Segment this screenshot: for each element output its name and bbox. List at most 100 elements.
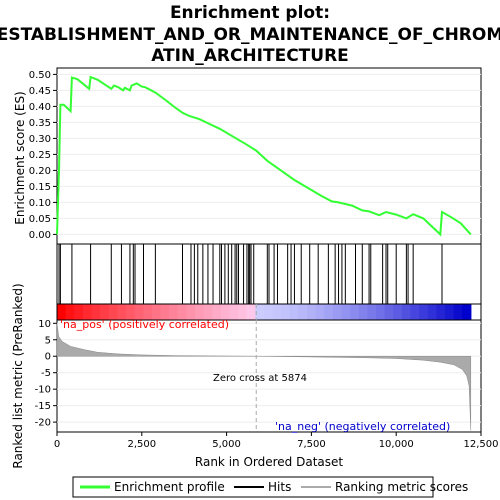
es-gridlines — [57, 73, 481, 235]
pos-corr-label: 'na_pos' (positively correlated) — [60, 318, 229, 331]
x-tick-label: 2,500 — [127, 439, 156, 450]
es-panel-frame — [56, 67, 482, 245]
metric-ytick-label: 10 — [38, 319, 51, 330]
metric-ytick-label: -15 — [35, 401, 51, 412]
color-band-segment — [384, 304, 394, 320]
color-band-segment — [57, 304, 67, 320]
color-band-segment — [220, 304, 231, 320]
metric-panel: 10 5 0 -5 -10 -15 -20 'na_pos' (positively cor… — [11, 283, 482, 469]
color-band-segment — [91, 304, 101, 320]
color-band-segment — [246, 304, 256, 320]
color-band-segment — [169, 304, 179, 320]
color-band-segment — [238, 304, 248, 320]
chart-title-line-3: ATIN_ARCHITECTURE — [151, 46, 349, 66]
color-band-segment — [298, 304, 308, 320]
color-band-segment — [143, 304, 153, 320]
color-band-segment — [229, 304, 239, 320]
color-band-segment — [194, 304, 205, 320]
es-ytick-label: 0.15 — [29, 182, 51, 193]
color-band-segment — [108, 304, 118, 320]
color-band-segment — [375, 304, 386, 320]
metric-ytick-label: -20 — [35, 418, 51, 429]
color-band-segment — [341, 304, 351, 320]
x-tick-label: 5,000 — [212, 439, 241, 450]
color-band-segment — [444, 304, 455, 320]
es-profile-line — [56, 75, 472, 237]
es-ylabel: Enrichment score (ES) — [13, 91, 27, 224]
color-band-segment — [350, 304, 360, 320]
rank-color-band — [56, 303, 482, 321]
es-ytick-label: 0.00 — [29, 230, 51, 241]
color-band-segment — [134, 304, 144, 320]
es-ytick-label: 0.35 — [29, 118, 51, 129]
color-band-segment — [410, 304, 420, 320]
es-y-axis: 0.00 0.05 0.10 0.15 0.20 0.25 0.30 0.35 0.40 0.45… — [29, 70, 57, 241]
legend-es-label: Enrichment profile — [114, 480, 225, 494]
chart-title-line-1: Enrichment plot: — [170, 3, 330, 23]
legend-hits-label: Hits — [268, 480, 291, 494]
zero-cross-label: Zero cross at 5874 — [213, 373, 307, 384]
es-ytick-label: 0.40 — [29, 102, 51, 113]
color-band-segment — [263, 304, 274, 320]
x-axis: 0 2,500 5,000 7,500 10,000 12,500 — [54, 432, 499, 450]
color-band-segment — [332, 304, 343, 320]
color-band-segment — [358, 304, 368, 320]
metric-panel-frame — [56, 319, 482, 433]
color-band-segment — [74, 304, 84, 320]
es-ytick-label: 0.10 — [29, 198, 51, 209]
color-band-segment — [324, 304, 334, 320]
color-band-segment — [125, 304, 136, 320]
metric-area — [56, 323, 472, 431]
color-band-segment — [272, 304, 282, 320]
es-ytick-label: 0.30 — [29, 134, 51, 145]
legend-metric-label: Ranking metric scores — [335, 480, 468, 494]
color-band-segment — [289, 304, 299, 320]
color-band-segment — [203, 304, 213, 320]
neg-corr-label: 'na_neg' (negatively correlated) — [275, 420, 450, 433]
es-ytick-label: 0.45 — [29, 86, 51, 97]
color-band-segment — [117, 304, 127, 320]
color-band-segment — [419, 304, 429, 320]
legend: Enrichment profile Hits Ranking metric s… — [72, 476, 468, 498]
es-ytick-label: 0.50 — [29, 70, 51, 81]
metric-ytick-label: 5 — [45, 335, 51, 346]
hit-lines — [58, 244, 443, 304]
hits-panel — [56, 243, 482, 305]
color-band-segment — [177, 304, 187, 320]
x-axis-label: Rank in Ordered Dataset — [195, 455, 343, 469]
metric-ytick-label: -10 — [35, 385, 51, 396]
metric-ytick-label: -5 — [41, 368, 51, 379]
color-band-segment — [151, 304, 162, 320]
color-band-segment — [65, 304, 75, 320]
color-band-segment — [401, 304, 412, 320]
x-tick-label: 7,500 — [297, 439, 326, 450]
color-band-segment — [315, 304, 325, 320]
color-band-segment — [82, 304, 93, 320]
es-ytick-label: 0.05 — [29, 214, 51, 225]
color-band-segment — [186, 304, 196, 320]
color-band-segment — [453, 304, 463, 320]
color-band-segment — [436, 304, 446, 320]
es-ytick-label: 0.25 — [29, 150, 51, 161]
color-band-segment — [100, 304, 110, 320]
chart-title-line-2: ESTABLISHMENT_AND_OR_MAINTENANCE_OF_CHRO… — [0, 25, 500, 45]
x-tick-label: 10,000 — [379, 439, 414, 450]
color-band-segment — [212, 304, 222, 320]
color-band-segment — [307, 304, 317, 320]
metric-y-axis: 10 5 0 -5 -10 -15 -20 — [35, 319, 57, 429]
color-band-segment — [393, 304, 403, 320]
color-band-segment — [427, 304, 437, 320]
es-panel: 0.00 0.05 0.10 0.15 0.20 0.25 0.30 0.35 0.40 0.45… — [13, 67, 482, 245]
color-band-segment — [367, 304, 377, 320]
color-band-segment — [462, 304, 472, 320]
metric-ylabel: Ranked list metric (PreRanked) — [11, 283, 25, 468]
color-band-segment — [255, 304, 265, 320]
x-tick-label: 0 — [54, 439, 60, 450]
x-tick-label: 12,500 — [464, 439, 499, 450]
metric-ytick-label: 0 — [45, 352, 51, 363]
color-band-segment — [160, 304, 170, 320]
color-band-segment — [281, 304, 291, 320]
es-ytick-label: 0.20 — [29, 166, 51, 177]
